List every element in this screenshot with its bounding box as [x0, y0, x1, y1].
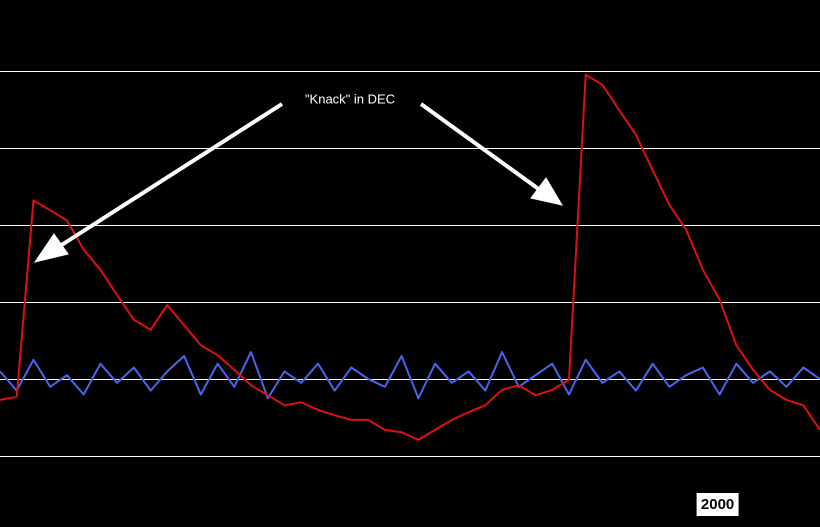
arrowhead [33, 233, 69, 263]
series-line [0, 73, 820, 441]
x-tick-label: 2000 [701, 496, 734, 513]
arrowhead [530, 177, 564, 206]
annotation-arrows [33, 102, 564, 263]
arrow [58, 102, 284, 248]
x-axis: 2000 [696, 493, 739, 516]
arrow [419, 102, 542, 192]
x-tick-label-box [696, 493, 739, 516]
annotation: "Knack" in DEC [305, 91, 395, 106]
series-line [0, 351, 820, 400]
plot [0, 73, 820, 441]
grid [0, 71, 820, 457]
